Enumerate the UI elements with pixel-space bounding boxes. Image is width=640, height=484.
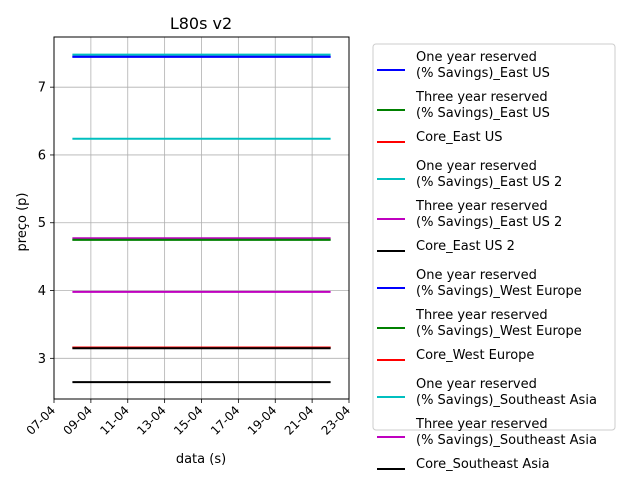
x-tick-label: 15-04 xyxy=(171,403,206,438)
chart-title: L80s v2 xyxy=(170,14,232,33)
legend-label: Core_East US xyxy=(416,130,503,145)
legend-label: Core_Southeast Asia xyxy=(416,457,550,472)
axis-ticks: 07-04 09-04 11-04 13-04 15-04 17-04 19-04 21-04… xyxy=(24,81,354,438)
y-tick-label: 6 xyxy=(38,148,46,163)
x-tick-label: 17-04 xyxy=(208,403,243,438)
y-tick-label: 4 xyxy=(38,284,46,299)
x-tick-label: 07-04 xyxy=(24,403,59,438)
x-tick-label: 13-04 xyxy=(134,403,169,438)
x-tick-label: 11-04 xyxy=(97,403,132,438)
legend-label: Three year reserved (% Savings)_West Euro… xyxy=(415,308,582,339)
legend-label: One year reserved (% Savings)_East US xyxy=(416,50,550,81)
legend-label: Three year reserved (% Savings)_East US xyxy=(415,90,550,121)
legend-label: One year reserved (% Savings)_East US 2 xyxy=(416,159,562,190)
y-axis-label: preço (p) xyxy=(15,193,30,252)
y-tick-label: 7 xyxy=(38,81,46,96)
series-lines xyxy=(72,53,331,384)
y-tick-label: 5 xyxy=(38,216,46,231)
x-tick-label: 09-04 xyxy=(60,403,95,438)
y-tick-label: 3 xyxy=(38,352,46,367)
legend-label: Core_East US 2 xyxy=(416,239,515,254)
x-axis-label: data (s) xyxy=(176,452,226,467)
legend-label: One year reserved (% Savings)_Southeast A… xyxy=(416,377,597,408)
legend-label: Three year reserved (% Savings)_East US 2 xyxy=(415,199,562,230)
x-tick-label: 23-04 xyxy=(319,403,354,438)
legend-label: One year reserved (% Savings)_West Europe xyxy=(416,268,582,299)
legend-box xyxy=(372,43,616,431)
x-tick-label: 19-04 xyxy=(245,403,280,438)
legend: One year reserved (% Savings)_East US Thre… xyxy=(372,43,616,472)
grid-lines xyxy=(53,37,350,399)
legend-label: Three year reserved (% Savings)_Southeast… xyxy=(415,417,597,448)
legend-label: Core_West Europe xyxy=(416,348,534,363)
x-tick-label: 21-04 xyxy=(282,403,317,438)
